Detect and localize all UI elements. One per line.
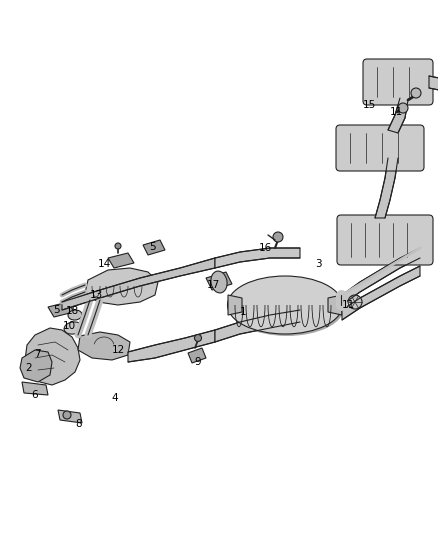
Polygon shape [62, 258, 215, 310]
FancyBboxPatch shape [336, 125, 424, 171]
Polygon shape [22, 382, 48, 395]
Polygon shape [20, 350, 52, 382]
Polygon shape [143, 240, 165, 255]
Polygon shape [228, 295, 242, 315]
Text: 2: 2 [26, 363, 32, 373]
Ellipse shape [230, 278, 345, 336]
Polygon shape [215, 310, 300, 342]
Polygon shape [108, 253, 134, 268]
Text: 12: 12 [111, 345, 125, 355]
Ellipse shape [64, 322, 82, 334]
FancyBboxPatch shape [363, 59, 433, 105]
Text: 11: 11 [389, 107, 403, 117]
Ellipse shape [211, 271, 227, 293]
Text: 17: 17 [206, 280, 219, 290]
Circle shape [411, 88, 421, 98]
Text: 18: 18 [65, 306, 79, 316]
Circle shape [115, 243, 121, 249]
Polygon shape [25, 328, 80, 385]
Circle shape [348, 295, 362, 309]
Polygon shape [215, 248, 300, 268]
Polygon shape [188, 348, 206, 363]
Text: 9: 9 [194, 357, 201, 367]
Polygon shape [429, 76, 438, 98]
Text: 7: 7 [34, 349, 40, 359]
Text: 4: 4 [112, 393, 118, 403]
Polygon shape [388, 98, 408, 133]
Polygon shape [128, 330, 215, 362]
Polygon shape [78, 332, 130, 360]
Text: 11: 11 [341, 300, 355, 310]
Polygon shape [85, 268, 158, 305]
Circle shape [194, 335, 201, 342]
Ellipse shape [68, 310, 82, 320]
Text: 5: 5 [54, 305, 60, 315]
Polygon shape [342, 248, 420, 305]
Text: 13: 13 [89, 290, 102, 300]
Text: 3: 3 [314, 259, 321, 269]
Polygon shape [48, 302, 74, 317]
Circle shape [273, 232, 283, 242]
Polygon shape [206, 272, 232, 290]
Text: 15: 15 [362, 100, 376, 110]
Circle shape [398, 103, 408, 113]
FancyBboxPatch shape [337, 215, 433, 265]
Polygon shape [328, 295, 342, 315]
Polygon shape [58, 410, 82, 423]
Text: 5: 5 [150, 242, 156, 252]
Polygon shape [375, 158, 398, 218]
Text: 14: 14 [97, 259, 111, 269]
Text: 6: 6 [32, 390, 38, 400]
Text: 10: 10 [63, 321, 76, 331]
Polygon shape [342, 266, 420, 320]
Text: 16: 16 [258, 243, 272, 253]
Circle shape [63, 411, 71, 419]
Ellipse shape [227, 276, 343, 334]
Text: 1: 1 [240, 307, 246, 317]
Text: 8: 8 [76, 419, 82, 429]
